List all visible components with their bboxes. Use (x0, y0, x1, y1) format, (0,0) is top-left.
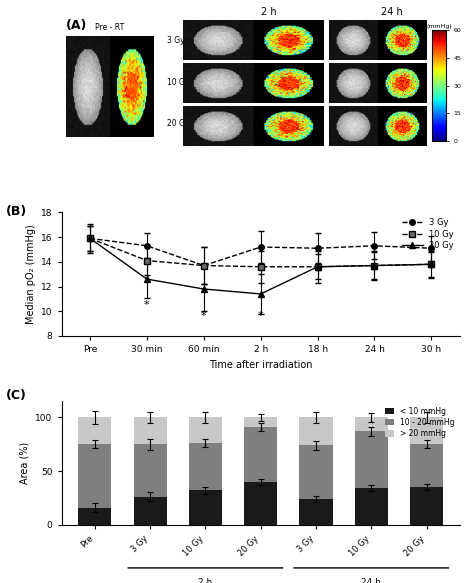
X-axis label: Time after irradiation: Time after irradiation (209, 360, 312, 370)
Legend: < 10 mmHg, 10 - 20 mmHg, > 20 mmHg: < 10 mmHg, 10 - 20 mmHg, > 20 mmHg (383, 405, 456, 440)
Bar (355, 417, 388, 431)
Text: *: * (144, 300, 150, 310)
Bar (355, 488, 388, 525)
Bar (300, 417, 333, 445)
Text: *: * (258, 311, 264, 321)
Text: (A): (A) (65, 19, 87, 32)
Bar (78, 444, 111, 508)
Text: 2 h: 2 h (198, 578, 212, 583)
Bar (78, 417, 111, 444)
Bar (300, 499, 333, 525)
Y-axis label: Median pO₂ (mmHg): Median pO₂ (mmHg) (26, 224, 36, 324)
Bar (189, 443, 222, 490)
Y-axis label: Area (%): Area (%) (20, 442, 30, 484)
Text: *: * (201, 311, 207, 321)
Text: (C): (C) (6, 389, 27, 402)
Text: 24 h: 24 h (381, 8, 403, 17)
Bar (189, 417, 222, 443)
Legend: 3 Gy, 10 Gy, 20 Gy: 3 Gy, 10 Gy, 20 Gy (400, 217, 456, 252)
Bar (355, 431, 388, 488)
Text: 2 h: 2 h (261, 8, 276, 17)
Bar (410, 444, 443, 487)
Text: 10 Gy: 10 Gy (167, 78, 190, 87)
Bar (134, 497, 167, 525)
Bar (244, 417, 277, 427)
Text: 20 Gy: 20 Gy (167, 120, 190, 128)
Text: 3 Gy: 3 Gy (167, 36, 185, 45)
Bar (410, 417, 443, 444)
Bar (189, 490, 222, 525)
Bar (300, 445, 333, 499)
Bar (134, 417, 167, 444)
Text: (B): (B) (6, 205, 27, 218)
Bar (244, 427, 277, 482)
Text: 24 h: 24 h (361, 578, 381, 583)
Bar (410, 487, 443, 525)
Bar (134, 444, 167, 497)
Bar (78, 508, 111, 525)
Bar (244, 482, 277, 525)
